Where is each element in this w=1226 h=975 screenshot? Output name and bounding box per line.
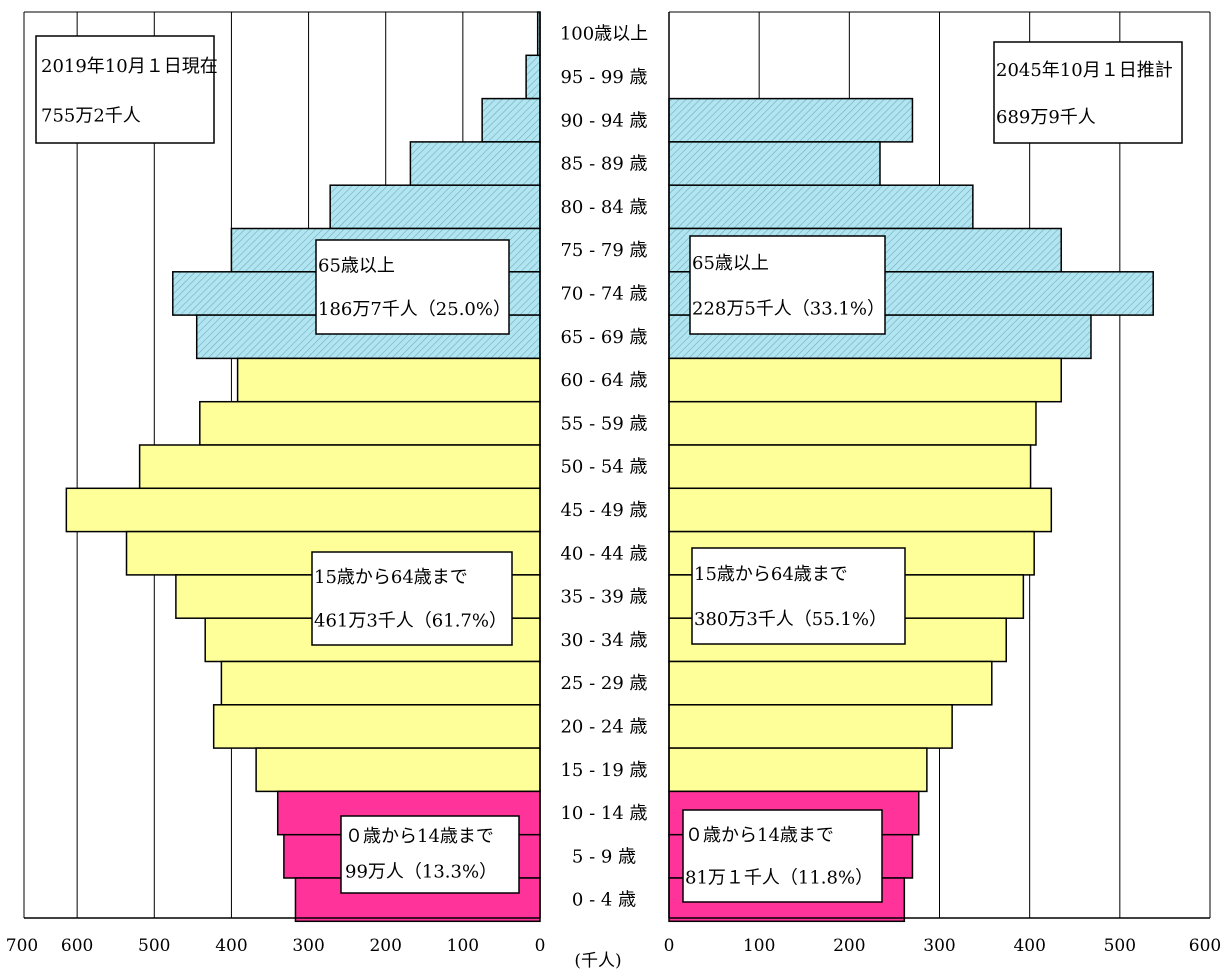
right-tick-label: 100 (743, 936, 775, 956)
right-15to64-box-text: 15歳から64歳まで (694, 564, 848, 585)
right-info-box-text: 689万9千人 (996, 107, 1096, 128)
age-label: 85 - 89 歳 (560, 154, 647, 175)
age-label: 20 - 24 歳 (560, 716, 647, 737)
right-info-box-text: 2045年10月１日推計 (996, 60, 1173, 81)
right-tick-label: 600 (1189, 936, 1221, 956)
left-65plus-box-text: 186万7千人（25.0%） (318, 299, 511, 320)
left-15to64-box: 15歳から64歳まで 461万3千人（61.7%） (311, 551, 513, 646)
age-label: 25 - 29 歳 (560, 673, 647, 694)
right-65plus-box: 65歳以上 228万5千人（33.1%） (689, 235, 886, 335)
left-65plus-box: 65歳以上 186万7千人（25.0%） (315, 239, 511, 335)
left-tick-label: 300 (292, 936, 324, 956)
right-info-box: 2045年10月１日推計 689万9千人 (993, 41, 1183, 144)
left-15to64-box-text: 15歳から64歳まで (314, 567, 468, 588)
right-15to64-box-text: 380万3千人（55.1%） (694, 609, 887, 630)
left-0to14-box-text: ０歳から14歳まで (345, 826, 494, 847)
left-65plus-box-text: 65歳以上 (318, 255, 395, 276)
left-15to64-box-text: 461万3千人（61.7%） (314, 610, 507, 631)
age-label: 5 - 9 歳 (572, 846, 636, 867)
age-label: 40 - 44 歳 (560, 543, 647, 564)
labels: 100歳以上 95 - 99 歳 90 - 94 歳 85 - 89 歳 80 - 84… (6, 24, 1221, 971)
right-info-box-frame (993, 41, 1183, 144)
right-tick-label: 0 (664, 936, 675, 956)
left-bar (255, 747, 541, 793)
age-label: 30 - 34 歳 (560, 630, 647, 651)
right-bar (668, 400, 1037, 446)
right-bar (668, 184, 974, 230)
annotation-boxes: 2019年10月１日現在 755万2千人 2045年10月１日推計 689万9千人 65… (35, 35, 1183, 903)
left-bar (65, 487, 541, 533)
right-bar (668, 141, 881, 186)
age-label: 100歳以上 (560, 24, 648, 45)
left-tick-label: 100 (447, 936, 479, 956)
right-65plus-box-frame (689, 235, 886, 335)
left-tick-label: 700 (6, 936, 38, 956)
right-bar (668, 357, 1062, 403)
right-0to14-box: ０歳から14歳まで 81万１千人（11.8%） (682, 809, 883, 903)
right-tick-label: 200 (833, 936, 865, 956)
age-label: 0 - 4 歳 (572, 890, 636, 911)
left-bar (481, 97, 541, 143)
right-0to14-box-frame (682, 809, 883, 903)
right-bar (668, 97, 914, 143)
age-label: 50 - 54 歳 (560, 457, 647, 478)
left-bar (525, 54, 541, 100)
right-bar (668, 487, 1053, 533)
left-info-box-text: 755万2千人 (41, 106, 141, 127)
left-tick-label: 400 (215, 936, 247, 956)
left-bar (409, 141, 541, 186)
left-65plus-box-frame (315, 239, 510, 335)
age-label: 10 - 14 歳 (560, 803, 647, 824)
left-bar (329, 184, 541, 230)
right-bar (668, 444, 1032, 490)
right-tick-label: 500 (1104, 936, 1136, 956)
left-0to14-box-text: 99万人（13.3%） (345, 862, 497, 883)
right-65plus-box-text: 228万5千人（33.1%） (692, 298, 885, 319)
age-label: 80 - 84 歳 (560, 197, 647, 218)
right-15to64-box: 15歳から64歳まで 380万3千人（55.1%） (691, 547, 906, 645)
left-bar (220, 660, 541, 706)
left-0to14-box-frame (340, 815, 520, 894)
left-tick-label: 500 (138, 936, 170, 956)
left-info-box-text: 2019年10月１日現在 (41, 56, 218, 77)
left-bar (138, 444, 541, 490)
age-label: 90 - 94 歳 (560, 110, 647, 131)
age-label: 70 - 74 歳 (560, 283, 647, 304)
left-0to14-box: ０歳から14歳まで 99万人（13.3%） (340, 815, 520, 894)
left-info-box-frame (35, 35, 215, 144)
age-label: 55 - 59 歳 (560, 413, 647, 434)
age-label: 60 - 64 歳 (560, 370, 647, 391)
right-tick-label: 400 (1013, 936, 1045, 956)
age-label: 95 - 99 歳 (560, 67, 647, 88)
right-65plus-box-text: 65歳以上 (692, 253, 769, 274)
right-15to64-box-frame (691, 547, 906, 645)
age-label: 45 - 49 歳 (560, 500, 647, 521)
right-tick-label: 300 (923, 936, 955, 956)
left-15to64-box-frame (311, 551, 513, 646)
unit-label: (千人) (574, 951, 621, 971)
right-0to14-box-text: ０歳から14歳まで (685, 825, 834, 846)
right-bar (668, 747, 928, 793)
right-bar (668, 660, 993, 706)
right-bar (668, 704, 953, 749)
left-bar (212, 704, 541, 749)
age-label: 15 - 19 歳 (560, 760, 647, 781)
age-label: 35 - 39 歳 (560, 587, 647, 608)
left-tick-label: 200 (369, 936, 401, 956)
left-tick-label: 0 (535, 936, 546, 956)
age-label: 65 - 69 歳 (560, 327, 647, 348)
right-0to14-box-text: 81万１千人（11.8%） (685, 868, 873, 889)
left-tick-label: 600 (61, 936, 93, 956)
left-info-box: 2019年10月１日現在 755万2千人 (35, 35, 218, 144)
left-bar (199, 400, 541, 446)
age-label: 75 - 79 歳 (560, 240, 647, 261)
left-bar (236, 357, 541, 403)
axes (23, 11, 1211, 919)
